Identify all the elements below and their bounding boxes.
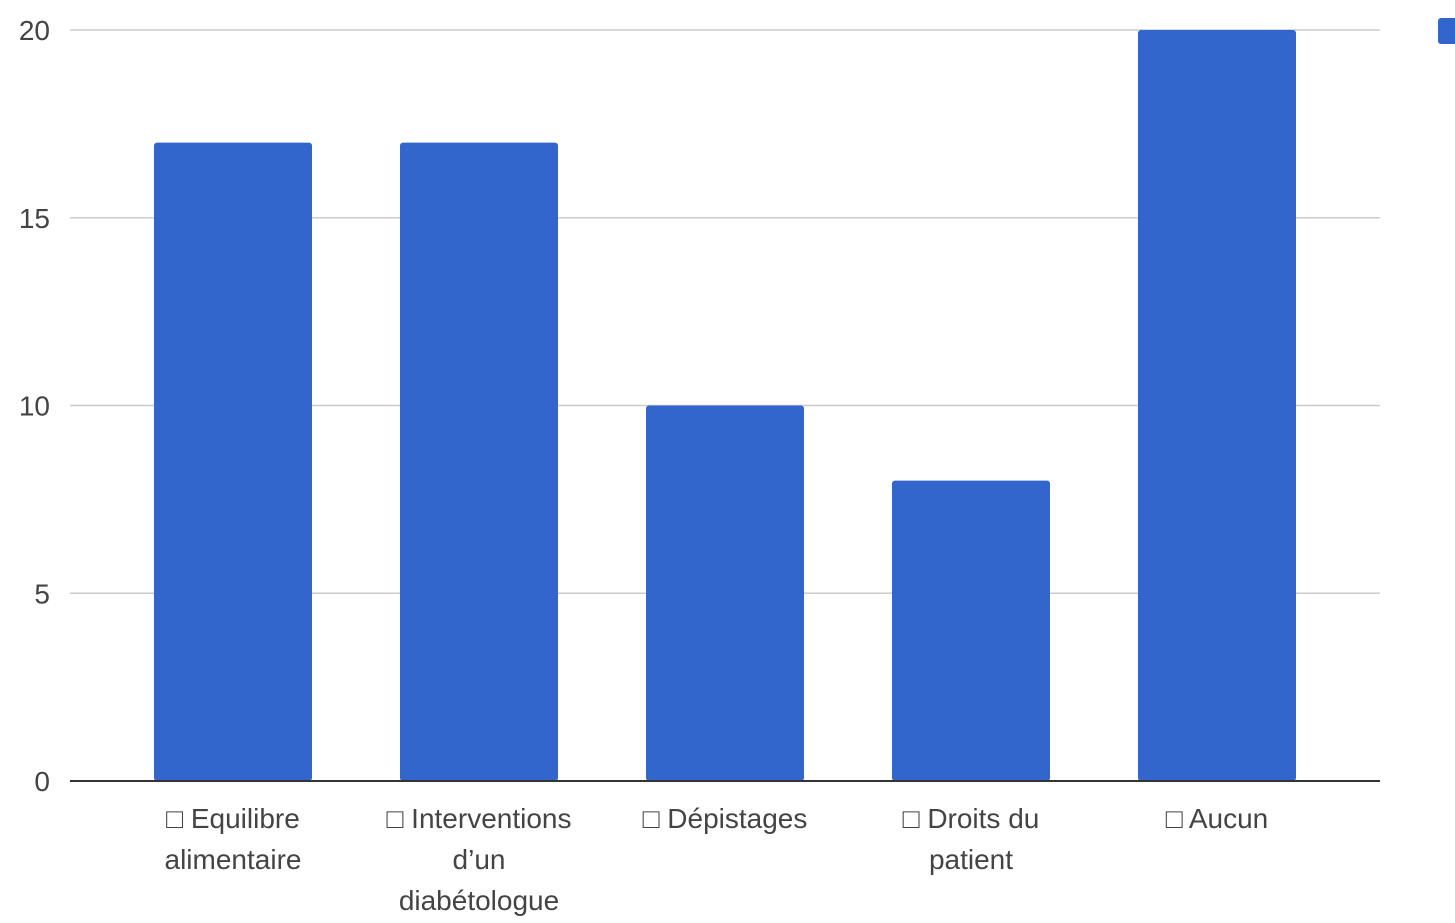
bar[interactable] <box>1138 30 1296 781</box>
legend-swatch <box>1438 18 1455 44</box>
bar[interactable] <box>892 480 1050 781</box>
x-category-label-line: □ Interventions <box>386 803 571 834</box>
x-category-label-line: d’un <box>453 844 506 875</box>
y-axis-tick-labels: 0 5 10 15 20 <box>19 15 50 797</box>
legend <box>1438 18 1455 44</box>
y-tick-label: 20 <box>19 15 50 46</box>
y-tick-label: 15 <box>19 203 50 234</box>
y-tick-label: 0 <box>34 766 50 797</box>
x-axis-category-labels: □ Equilibre alimentaire □ Interventions d’u… <box>165 803 1269 916</box>
y-tick-label: 5 <box>34 578 50 609</box>
x-category-label-line: alimentaire <box>165 844 302 875</box>
bar[interactable] <box>154 142 312 781</box>
x-category-label-line: diabétologue <box>399 885 559 916</box>
bar[interactable] <box>400 142 558 781</box>
x-category-label-line: □ Equilibre <box>166 803 300 834</box>
bars <box>154 30 1296 781</box>
bar[interactable] <box>646 405 804 782</box>
x-category-label-line: □ Droits du <box>903 803 1040 834</box>
x-category-label: □ Interventions d’un diabétologue <box>386 803 571 916</box>
x-category-label: □ Dépistages <box>643 803 808 834</box>
x-category-label: □ Droits du patient <box>903 803 1040 875</box>
x-category-label-line: □ Aucun <box>1166 803 1269 834</box>
x-category-label-line: □ Dépistages <box>643 803 808 834</box>
x-category-label: □ Equilibre alimentaire <box>165 803 302 875</box>
y-tick-label: 10 <box>19 391 50 422</box>
x-category-label: □ Aucun <box>1166 803 1269 834</box>
x-category-label-line: patient <box>929 844 1013 875</box>
